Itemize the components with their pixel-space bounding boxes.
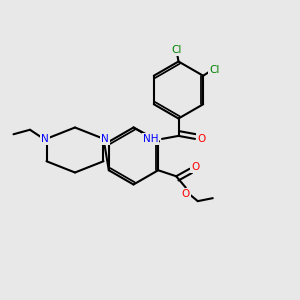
Text: N: N xyxy=(41,134,49,144)
Text: Cl: Cl xyxy=(209,65,220,75)
Text: O: O xyxy=(197,134,206,144)
Text: N: N xyxy=(101,134,109,144)
Text: Cl: Cl xyxy=(172,45,182,55)
Text: NH: NH xyxy=(143,134,158,144)
Text: O: O xyxy=(182,189,190,199)
Text: O: O xyxy=(191,162,199,172)
